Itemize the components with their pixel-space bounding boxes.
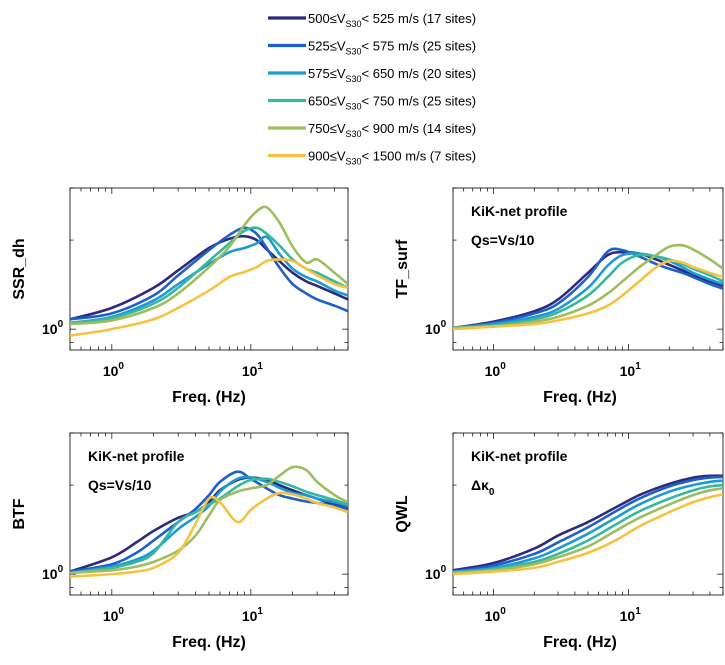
panel-2-annotation-1: Qs=Vs/10 [88, 477, 152, 493]
panel-0-series-0 [70, 234, 348, 321]
panel-2-series-2 [70, 475, 348, 575]
panel-0-series-2 [70, 235, 348, 325]
panel-0-series-4 [70, 205, 348, 326]
panel-2-series-1 [70, 470, 348, 573]
panel-3-series-1 [453, 475, 723, 573]
panel-3-series-2 [453, 479, 723, 573]
panel-0-series-3 [70, 226, 348, 325]
panel-1-series-4 [453, 243, 723, 330]
panel-3-xtick-1: 101 [620, 606, 642, 624]
legend-label-5-sub: S30 [346, 157, 362, 167]
panel-2-lines [70, 465, 348, 579]
legend-label-2-pre: 575≤V [308, 66, 346, 81]
panel-0-xlabel: Freq. (Hz) [172, 389, 246, 406]
panel-3-ylabel: QWL [394, 495, 411, 533]
panel-3-series-3 [453, 483, 723, 575]
panel-0: 100 101 100 Freq. (Hz) SSR_dh [11, 187, 349, 406]
panel-1-annotation-0: KiK-net profile [471, 203, 568, 219]
panel-2-ytick-0: 100 [42, 564, 64, 582]
legend-label-3-post: < 750 m/s (25 sites) [362, 94, 477, 109]
panel-1-series-3 [453, 253, 723, 330]
panel-2-series-3 [70, 477, 348, 575]
panel-3-series-0 [453, 474, 723, 572]
legend-label-5-post: < 1500 m/s (7 sites) [362, 149, 477, 164]
legend-label-2-post: < 650 m/s (20 sites) [362, 66, 477, 81]
legend-label-3: 650≤VS30< 750 m/s (25 sites) [308, 94, 476, 112]
legend-label-0: 500≤VS30< 525 m/s (17 sites) [308, 11, 476, 29]
legend-label-5-pre: 900≤V [308, 149, 346, 164]
panel-3-ticks [452, 432, 724, 595]
legend-label-2: 575≤VS30< 650 m/s (20 sites) [308, 66, 476, 84]
panel-3-annotation-1: Δκ0 [471, 477, 495, 498]
panel-2-series-5 [70, 491, 348, 579]
panel-1-xtick-0: 100 [485, 361, 507, 379]
legend-label-4-pre: 750≤V [308, 121, 346, 136]
panel-1-xtick-1: 101 [620, 361, 642, 379]
panel-3-lines [453, 474, 723, 576]
panel-2-annotation-0: KiK-net profile [88, 448, 185, 464]
panel-1-ytick-0: 100 [425, 319, 447, 337]
panel-3-series-4 [453, 487, 723, 575]
panel-1-lines [453, 243, 723, 331]
legend-label-1-sub: S30 [346, 47, 362, 57]
panel-1-xlabel: Freq. (Hz) [543, 389, 617, 406]
panel-1-series-2 [453, 252, 723, 330]
panel-3-series-5 [453, 493, 723, 576]
legend-label-4-post: < 900 m/s (14 sites) [362, 121, 477, 136]
legend-label-4-sub: S30 [346, 129, 362, 139]
panel-2-xtick-0: 100 [103, 606, 125, 624]
panel-1-ticks [452, 187, 724, 350]
panel-0-lines [70, 205, 348, 337]
legend-label-0-sub: S30 [346, 19, 362, 29]
panel-2-ticks [69, 432, 349, 595]
panel-0-xtick-1: 101 [242, 361, 264, 379]
panel-2: 100 101 100 Freq. (Hz) BTF KiK-net profile Qs=… [11, 432, 349, 651]
panel-3-xlabel: Freq. (Hz) [543, 634, 617, 651]
legend-label-5: 900≤VS30< 1500 m/s (7 sites) [308, 149, 476, 167]
legend-label-0-pre: 500≤V [308, 11, 346, 26]
panel-1-ylabel: TF_surf [394, 239, 411, 298]
panel-2-xtick-1: 101 [242, 606, 264, 624]
panel-1: 100 101 100 Freq. (Hz) TF_surf KiK-net profil… [394, 187, 724, 406]
panel-0-xtick-0: 100 [103, 361, 125, 379]
legend-label-0-post: < 525 m/s (17 sites) [362, 11, 477, 26]
panel-3: 100 101 100 Freq. (Hz) QWL KiK-net profile Δκ0 [394, 432, 724, 651]
panel-3-xtick-0: 100 [485, 606, 507, 624]
panel-0-series-1 [70, 226, 348, 321]
legend-label-3-sub: S30 [346, 102, 362, 112]
panel-1-series-5 [453, 259, 723, 331]
panel-3-ytick-0: 100 [425, 564, 447, 582]
legend-label-1-pre: 525≤V [308, 39, 346, 54]
legend-label-1: 525≤VS30< 575 m/s (25 sites) [308, 39, 476, 57]
legend-label-1-post: < 575 m/s (25 sites) [362, 39, 477, 54]
panel-1-annotation-1: Qs=Vs/10 [471, 232, 535, 248]
panel-2-ylabel: BTF [11, 498, 28, 529]
legend: 500≤VS30< 525 m/s (17 sites)525≤VS30< 57… [268, 11, 476, 167]
panel-0-ylabel: SSR_dh [11, 238, 28, 299]
panel-0-series-5 [70, 258, 348, 337]
legend-label-4: 750≤VS30< 900 m/s (14 sites) [308, 121, 476, 139]
legend-label-2-sub: S30 [346, 74, 362, 84]
panel-0-ytick-0: 100 [42, 319, 64, 337]
legend-label-3-pre: 650≤V [308, 94, 346, 109]
panel-3-annotation-0: KiK-net profile [471, 448, 568, 464]
panels: 100 101 100 Freq. (Hz) SSR_dh 100 101 100 Freq. … [11, 187, 724, 651]
panel-2-series-4 [70, 465, 348, 575]
panel-0-ticks [69, 187, 349, 350]
panel-2-xlabel: Freq. (Hz) [172, 634, 246, 651]
